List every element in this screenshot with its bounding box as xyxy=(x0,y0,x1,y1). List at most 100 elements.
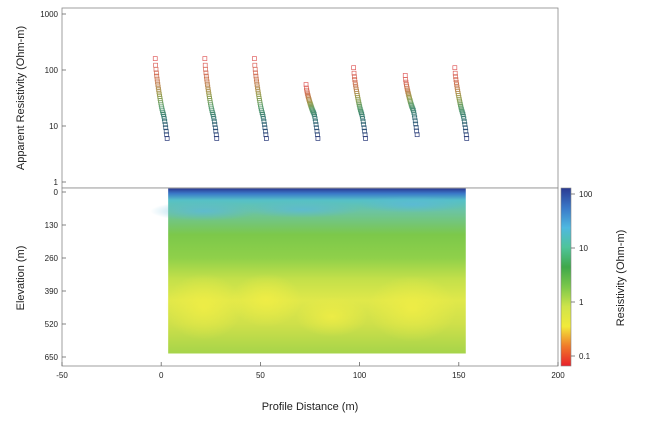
sounding-point xyxy=(155,84,161,90)
top-y-ticks: 1 10 100 1000 xyxy=(40,10,66,187)
sounding-point xyxy=(461,116,467,122)
colorbar-tick-label: 1 xyxy=(579,298,584,307)
sounding-point xyxy=(205,82,210,87)
sounding-point xyxy=(252,56,257,61)
sounding-point xyxy=(358,108,364,114)
sounding-point xyxy=(210,110,215,116)
sounding-point xyxy=(261,116,266,122)
sounding-point xyxy=(314,125,319,131)
sounding-point xyxy=(211,113,216,119)
sounding-point xyxy=(203,67,208,72)
sounding-point xyxy=(461,113,466,119)
sounding-point xyxy=(255,87,261,92)
sounding-point xyxy=(203,73,209,79)
resistivity-section-panel: 0 130 260 390 520 650 -50 0 50 100 150 200 Elevati… xyxy=(15,187,565,413)
sounding-point xyxy=(303,82,309,87)
heatmap-anomaly xyxy=(165,273,243,340)
heatmap-anomaly xyxy=(358,196,466,213)
x-tick-label: -50 xyxy=(56,371,68,380)
sounding-point xyxy=(351,70,357,76)
sounding-point xyxy=(459,108,465,114)
sounding-point xyxy=(361,125,367,131)
heatmap-anomaly xyxy=(230,273,303,327)
sounding-point xyxy=(205,84,211,90)
top-y-tick-label: 1000 xyxy=(40,10,58,19)
sounding-point xyxy=(360,116,366,122)
sounding-point xyxy=(410,105,415,111)
x-tick-label: 0 xyxy=(159,371,164,380)
sounding-point xyxy=(263,128,268,134)
sounding-point xyxy=(453,77,459,82)
bottom-y-tick-label: 130 xyxy=(45,221,59,230)
sounding-point xyxy=(252,67,258,72)
sounding-point xyxy=(155,79,160,85)
colorbar-ramp xyxy=(560,187,572,367)
sounding-point xyxy=(464,136,470,141)
sounding-point xyxy=(212,119,217,124)
x-ticks: -50 0 50 100 150 200 xyxy=(56,362,565,380)
sounding-point xyxy=(412,118,418,124)
sounding-point xyxy=(203,70,209,76)
sounding-point xyxy=(359,113,365,119)
sounding-point xyxy=(156,87,161,92)
top-y-tick-label: 1 xyxy=(54,178,59,187)
sounding-point xyxy=(405,90,411,96)
sounding-point xyxy=(352,79,358,85)
sounding-point xyxy=(458,105,464,111)
top-y-axis-label: Apparent Resistivity (Ohm-m) xyxy=(15,26,27,170)
sounding-point xyxy=(253,70,258,76)
sounding-point xyxy=(453,79,459,85)
sounding-point xyxy=(154,73,160,79)
sounding-point xyxy=(314,128,320,134)
sounding-point xyxy=(413,121,419,127)
sounding-point xyxy=(307,99,313,105)
sounding-point xyxy=(363,136,368,141)
sounding-point xyxy=(403,77,408,82)
sounding-point xyxy=(261,119,267,124)
sounding-point xyxy=(161,113,167,119)
sounding-point xyxy=(204,76,210,82)
sounding-point xyxy=(262,122,267,127)
sounding-point xyxy=(453,74,458,80)
sounding-point xyxy=(163,128,169,134)
colorbar: 0.1 1 10 100 Resistivity (Ohm-m) xyxy=(560,187,627,367)
sounding-point xyxy=(259,110,265,116)
sounding-point xyxy=(154,76,160,82)
sounding-point xyxy=(462,122,468,127)
colorbar-tick-label: 0.1 xyxy=(579,352,591,361)
sounding-point xyxy=(212,122,218,127)
x-tick-label: 150 xyxy=(452,371,466,380)
sounding-point xyxy=(214,136,220,141)
sounding-point xyxy=(152,56,158,61)
sounding-point xyxy=(405,89,411,94)
sounding-point xyxy=(262,125,268,131)
sounding-point xyxy=(205,87,211,92)
sounding-point xyxy=(412,115,418,121)
sounding-point xyxy=(362,128,367,134)
bottom-y-tick-label: 0 xyxy=(54,188,59,197)
sounding-point xyxy=(413,125,419,130)
sounding-point xyxy=(352,77,358,82)
heatmap-anomaly xyxy=(296,296,368,337)
sounding-point xyxy=(452,65,458,71)
bottom-y-tick-label: 260 xyxy=(45,254,59,263)
sounding-point xyxy=(162,119,168,124)
heatmap-anomaly xyxy=(367,275,457,342)
sounding-point xyxy=(361,122,367,127)
bottom-y-tick-label: 650 xyxy=(45,353,59,362)
sounding-point xyxy=(410,106,416,112)
sounding-point xyxy=(204,79,210,85)
sounding-points xyxy=(152,56,470,141)
sounding-point xyxy=(154,70,159,76)
sounding-point xyxy=(255,84,260,90)
sounding-point xyxy=(311,110,317,116)
sounding-point xyxy=(164,136,170,141)
sounding-point xyxy=(358,107,363,112)
sounding-point xyxy=(253,76,259,82)
bottom-y-ticks: 0 130 260 390 520 650 xyxy=(45,188,66,362)
x-tick-label: 200 xyxy=(551,371,565,380)
sounding-point xyxy=(213,128,219,134)
sounding-point xyxy=(360,119,366,124)
